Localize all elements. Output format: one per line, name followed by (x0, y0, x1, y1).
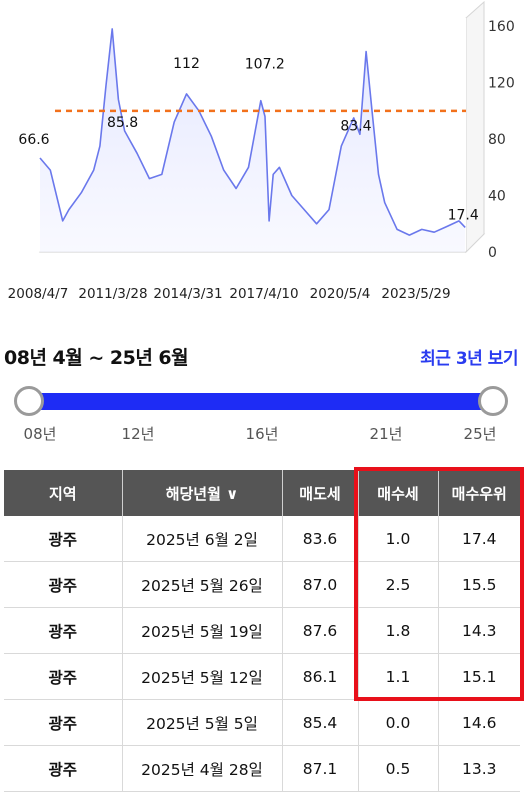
table-row: 광주 2025년 5월 12일 86.1 1.1 15.1 (4, 653, 520, 700)
x-tick-label: 2023/5/29 (381, 286, 450, 302)
cell-buy: 1.0 (358, 516, 439, 562)
cell-sell: 87.0 (282, 561, 359, 608)
cell-date: 2025년 6월 2일 (122, 516, 283, 562)
cell-region: 광주 (4, 745, 123, 792)
table-row: 광주 2025년 5월 26일 87.0 2.5 15.5 (4, 561, 520, 608)
cell-date: 2025년 5월 5일 (122, 699, 283, 746)
cell-region: 광주 (4, 607, 123, 654)
slider-tick: 08년 (23, 425, 57, 443)
x-tick-label: 2014/3/31 (153, 286, 222, 302)
cell-buy-advantage: 14.6 (438, 699, 520, 746)
chart-data-label: 17.4 (448, 207, 479, 223)
cell-buy-advantage: 14.3 (438, 607, 520, 654)
cell-buy: 1.1 (358, 653, 439, 700)
x-tick-label: 2008/4/7 (8, 286, 69, 302)
date-range-title: 08년 4월 ~ 25년 6월 (4, 347, 189, 369)
cell-buy-advantage: 17.4 (438, 516, 520, 562)
cell-buy-advantage: 15.1 (438, 653, 520, 700)
cell-region: 광주 (4, 653, 123, 700)
slider-tick: 25년 (463, 425, 497, 443)
table-row: 광주 2025년 6월 2일 83.6 1.0 17.4 (4, 516, 520, 562)
header-date-sort[interactable]: 해당년월 ∨ (122, 470, 283, 516)
y-tick-label: 0 (488, 245, 497, 261)
cell-date: 2025년 5월 19일 (122, 607, 283, 654)
cell-region: 광주 (4, 561, 123, 608)
slider-end-handle[interactable] (478, 386, 508, 416)
x-tick-label: 2020/5/4 (310, 286, 371, 302)
cell-date: 2025년 5월 12일 (122, 653, 283, 700)
chart-data-label: 66.6 (18, 132, 49, 148)
header-region: 지역 (4, 470, 123, 516)
cell-sell: 83.6 (282, 516, 359, 562)
cell-buy: 1.8 (358, 607, 439, 654)
cell-date: 2025년 4월 28일 (122, 745, 283, 792)
cell-buy-advantage: 15.5 (438, 561, 520, 608)
cell-sell: 87.1 (282, 745, 359, 792)
header-buy: 매수세 (358, 470, 439, 516)
cell-sell: 86.1 (282, 653, 359, 700)
cell-sell: 85.4 (282, 699, 359, 746)
header-buy-advantage: 매수우위 (438, 470, 520, 516)
cell-region: 광주 (4, 699, 123, 746)
header-sell: 매도세 (282, 470, 359, 516)
price-index-chart: 66.6 85.8 112 107.2 83.4 17.4 0 40 80 120 160 2008/… (8, 0, 515, 302)
slider-start-handle[interactable] (14, 386, 44, 416)
chart-line (39, 28, 466, 236)
slider-tick: 12년 (121, 425, 155, 443)
cell-buy: 0.0 (358, 699, 439, 746)
cell-sell: 87.6 (282, 607, 359, 654)
table-header-row: 지역 해당년월 ∨ 매도세 매수세 매수우위 (4, 470, 520, 516)
chart-data-label: 107.2 (245, 57, 285, 73)
slider-tick: 16년 (245, 425, 279, 443)
cell-buy: 2.5 (358, 561, 439, 608)
slider-track[interactable] (30, 393, 495, 410)
cell-buy: 0.5 (358, 745, 439, 792)
x-tick-label: 2011/3/28 (78, 286, 147, 302)
x-tick-label: 2017/4/10 (229, 286, 298, 302)
slider-tick: 21년 (369, 425, 403, 443)
chart-data-label: 83.4 (340, 118, 371, 134)
y-tick-label: 160 (488, 19, 515, 35)
cell-region: 광주 (4, 516, 123, 562)
chart-data-label: 112 (173, 56, 200, 72)
recent-3-years-link[interactable]: 최근 3년 보기 (420, 349, 518, 369)
y-tick-label: 40 (488, 189, 506, 205)
cell-buy-advantage: 13.3 (438, 745, 520, 792)
cell-date: 2025년 5월 26일 (122, 561, 283, 608)
chart-data-label: 85.8 (107, 115, 138, 131)
table-row: 광주 2025년 4월 28일 87.1 0.5 13.3 (4, 745, 520, 792)
market-data-table: 지역 해당년월 ∨ 매도세 매수세 매수우위 광주 2025년 6월 2일 83… (4, 470, 520, 792)
table-row: 광주 2025년 5월 19일 87.6 1.8 14.3 (4, 607, 520, 654)
chart-area (40, 28, 466, 253)
table-row: 광주 2025년 5월 5일 85.4 0.0 14.6 (4, 699, 520, 746)
y-tick-label: 120 (488, 76, 515, 92)
y-tick-label: 80 (488, 132, 506, 148)
